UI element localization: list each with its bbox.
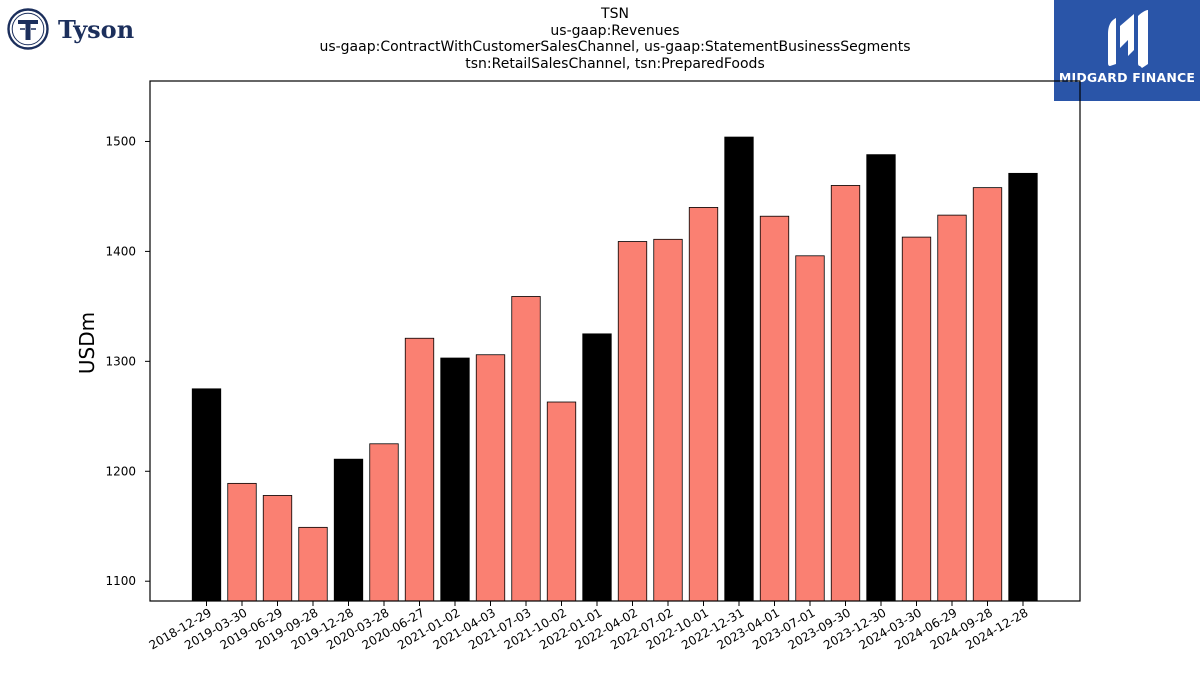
title-line-3: us-gaap:ContractWithCustomerSalesChannel…	[319, 39, 911, 55]
bar-2024-09-28	[972, 187, 1003, 602]
bar-2019-06-29	[262, 495, 293, 602]
y-tick-label: 1300	[105, 354, 136, 368]
x-axis: 2018-12-292019-03-302019-06-292019-09-28…	[147, 601, 1031, 652]
y-axis-label: USDm	[75, 312, 99, 374]
midgard-logo-icon	[1108, 10, 1148, 68]
title-line-1: TSN	[601, 6, 629, 22]
y-tick-label: 1100	[105, 574, 136, 588]
tyson-logo-text: Tyson	[58, 15, 134, 44]
tyson-logo-icon: Tyson	[7, 8, 134, 50]
y-tick-label: 1500	[105, 134, 136, 148]
bar-2024-06-29	[937, 214, 967, 602]
bar-2022-04-02	[617, 241, 648, 602]
bar-2021-01-02	[440, 357, 470, 602]
y-tick-label: 1400	[105, 244, 136, 258]
y-axis: 1100 1200 1300 1400 1500	[105, 134, 150, 588]
tyson-logo: Tyson	[6, 6, 146, 54]
bar-2020-06-27	[404, 337, 435, 602]
midgard-finance-logo: MIDGARD FINANCE	[1054, 0, 1200, 101]
chart-title: TSN us-gaap:Revenues us-gaap:ContractWit…	[265, 6, 965, 72]
bar-2022-07-02	[653, 238, 683, 602]
bar-2021-04-03	[475, 354, 506, 602]
bar-2019-12-28	[333, 458, 364, 602]
bar-2020-03-28	[369, 443, 399, 602]
bar-2023-09-30	[830, 185, 861, 602]
title-line-4: tsn:RetailSalesChannel, tsn:PreparedFood…	[465, 55, 765, 72]
midgard-logo-text: MIDGARD FINANCE	[1058, 70, 1196, 85]
bar-2024-03-30	[901, 236, 932, 602]
bar-2022-12-31	[724, 136, 754, 602]
bar-2022-01-01	[582, 333, 612, 602]
bar-2022-10-01	[688, 207, 719, 602]
bar-2021-10-02	[546, 401, 577, 602]
bar-2024-12-28	[1008, 172, 1038, 602]
bar-2018-12-29	[191, 388, 222, 602]
plot-frame	[149, 80, 1081, 602]
bar-2023-04-01	[759, 215, 790, 602]
bar-2023-12-30	[866, 154, 896, 602]
title-line-2: us-gaap:Revenues	[550, 22, 680, 39]
y-tick-label: 1200	[105, 464, 136, 478]
bar-2019-03-30	[227, 482, 257, 602]
bar-2023-07-01	[795, 255, 825, 602]
bars-group	[191, 136, 1038, 602]
bar-2019-09-28	[298, 526, 328, 602]
bar-2021-07-03	[511, 296, 541, 602]
